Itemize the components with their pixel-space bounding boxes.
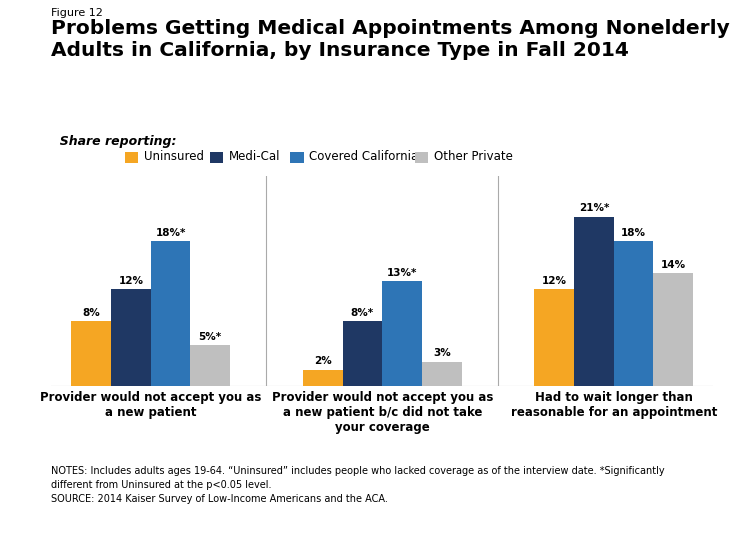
Bar xyxy=(422,361,462,386)
Text: 3%: 3% xyxy=(433,348,451,358)
Bar xyxy=(71,321,111,386)
Text: Problems Getting Medical Appointments Among Nonelderly
Adults in California, by : Problems Getting Medical Appointments Am… xyxy=(51,19,730,60)
Text: 8%: 8% xyxy=(82,308,100,318)
Text: Provider would not accept you as
a new patient: Provider would not accept you as a new p… xyxy=(40,391,262,419)
Bar xyxy=(343,321,382,386)
Text: 2%: 2% xyxy=(314,356,331,366)
Bar xyxy=(653,273,693,386)
Bar xyxy=(614,241,653,386)
Text: Share reporting:: Share reporting: xyxy=(51,135,177,148)
Text: 12%: 12% xyxy=(118,276,143,286)
Text: 18%*: 18%* xyxy=(155,228,186,237)
Text: Other Private: Other Private xyxy=(434,150,512,163)
Bar xyxy=(534,289,574,386)
Text: FAMILY: FAMILY xyxy=(637,512,689,525)
Text: Uninsured: Uninsured xyxy=(144,150,204,163)
Text: 21%*: 21%* xyxy=(578,203,609,213)
Bar xyxy=(574,217,614,386)
Text: Provider would not accept you as
a new patient b/c did not take
your coverage: Provider would not accept you as a new p… xyxy=(271,391,493,434)
Text: 12%: 12% xyxy=(542,276,567,286)
Text: 5%*: 5%* xyxy=(198,332,222,342)
Text: 14%: 14% xyxy=(661,260,686,270)
Bar xyxy=(190,345,230,386)
Text: 8%*: 8%* xyxy=(351,308,374,318)
Bar xyxy=(151,241,190,386)
Text: Had to wait longer than
reasonable for an appointment: Had to wait longer than reasonable for a… xyxy=(511,391,717,419)
Text: Figure 12: Figure 12 xyxy=(51,8,104,18)
Text: 18%: 18% xyxy=(621,228,646,237)
Text: KAISER: KAISER xyxy=(637,497,690,510)
Text: Medi-Cal: Medi-Cal xyxy=(229,150,281,163)
Text: THE HENRY J.: THE HENRY J. xyxy=(642,484,685,489)
Text: 13%*: 13%* xyxy=(387,268,417,278)
Text: NOTES: Includes adults ages 19-64. “Uninsured” includes people who lacked covera: NOTES: Includes adults ages 19-64. “Unin… xyxy=(51,466,665,504)
Bar xyxy=(111,289,151,386)
Bar xyxy=(303,370,343,386)
Bar xyxy=(382,281,422,386)
Text: FOUNDATION: FOUNDATION xyxy=(637,527,689,533)
Text: Covered California: Covered California xyxy=(309,150,419,163)
